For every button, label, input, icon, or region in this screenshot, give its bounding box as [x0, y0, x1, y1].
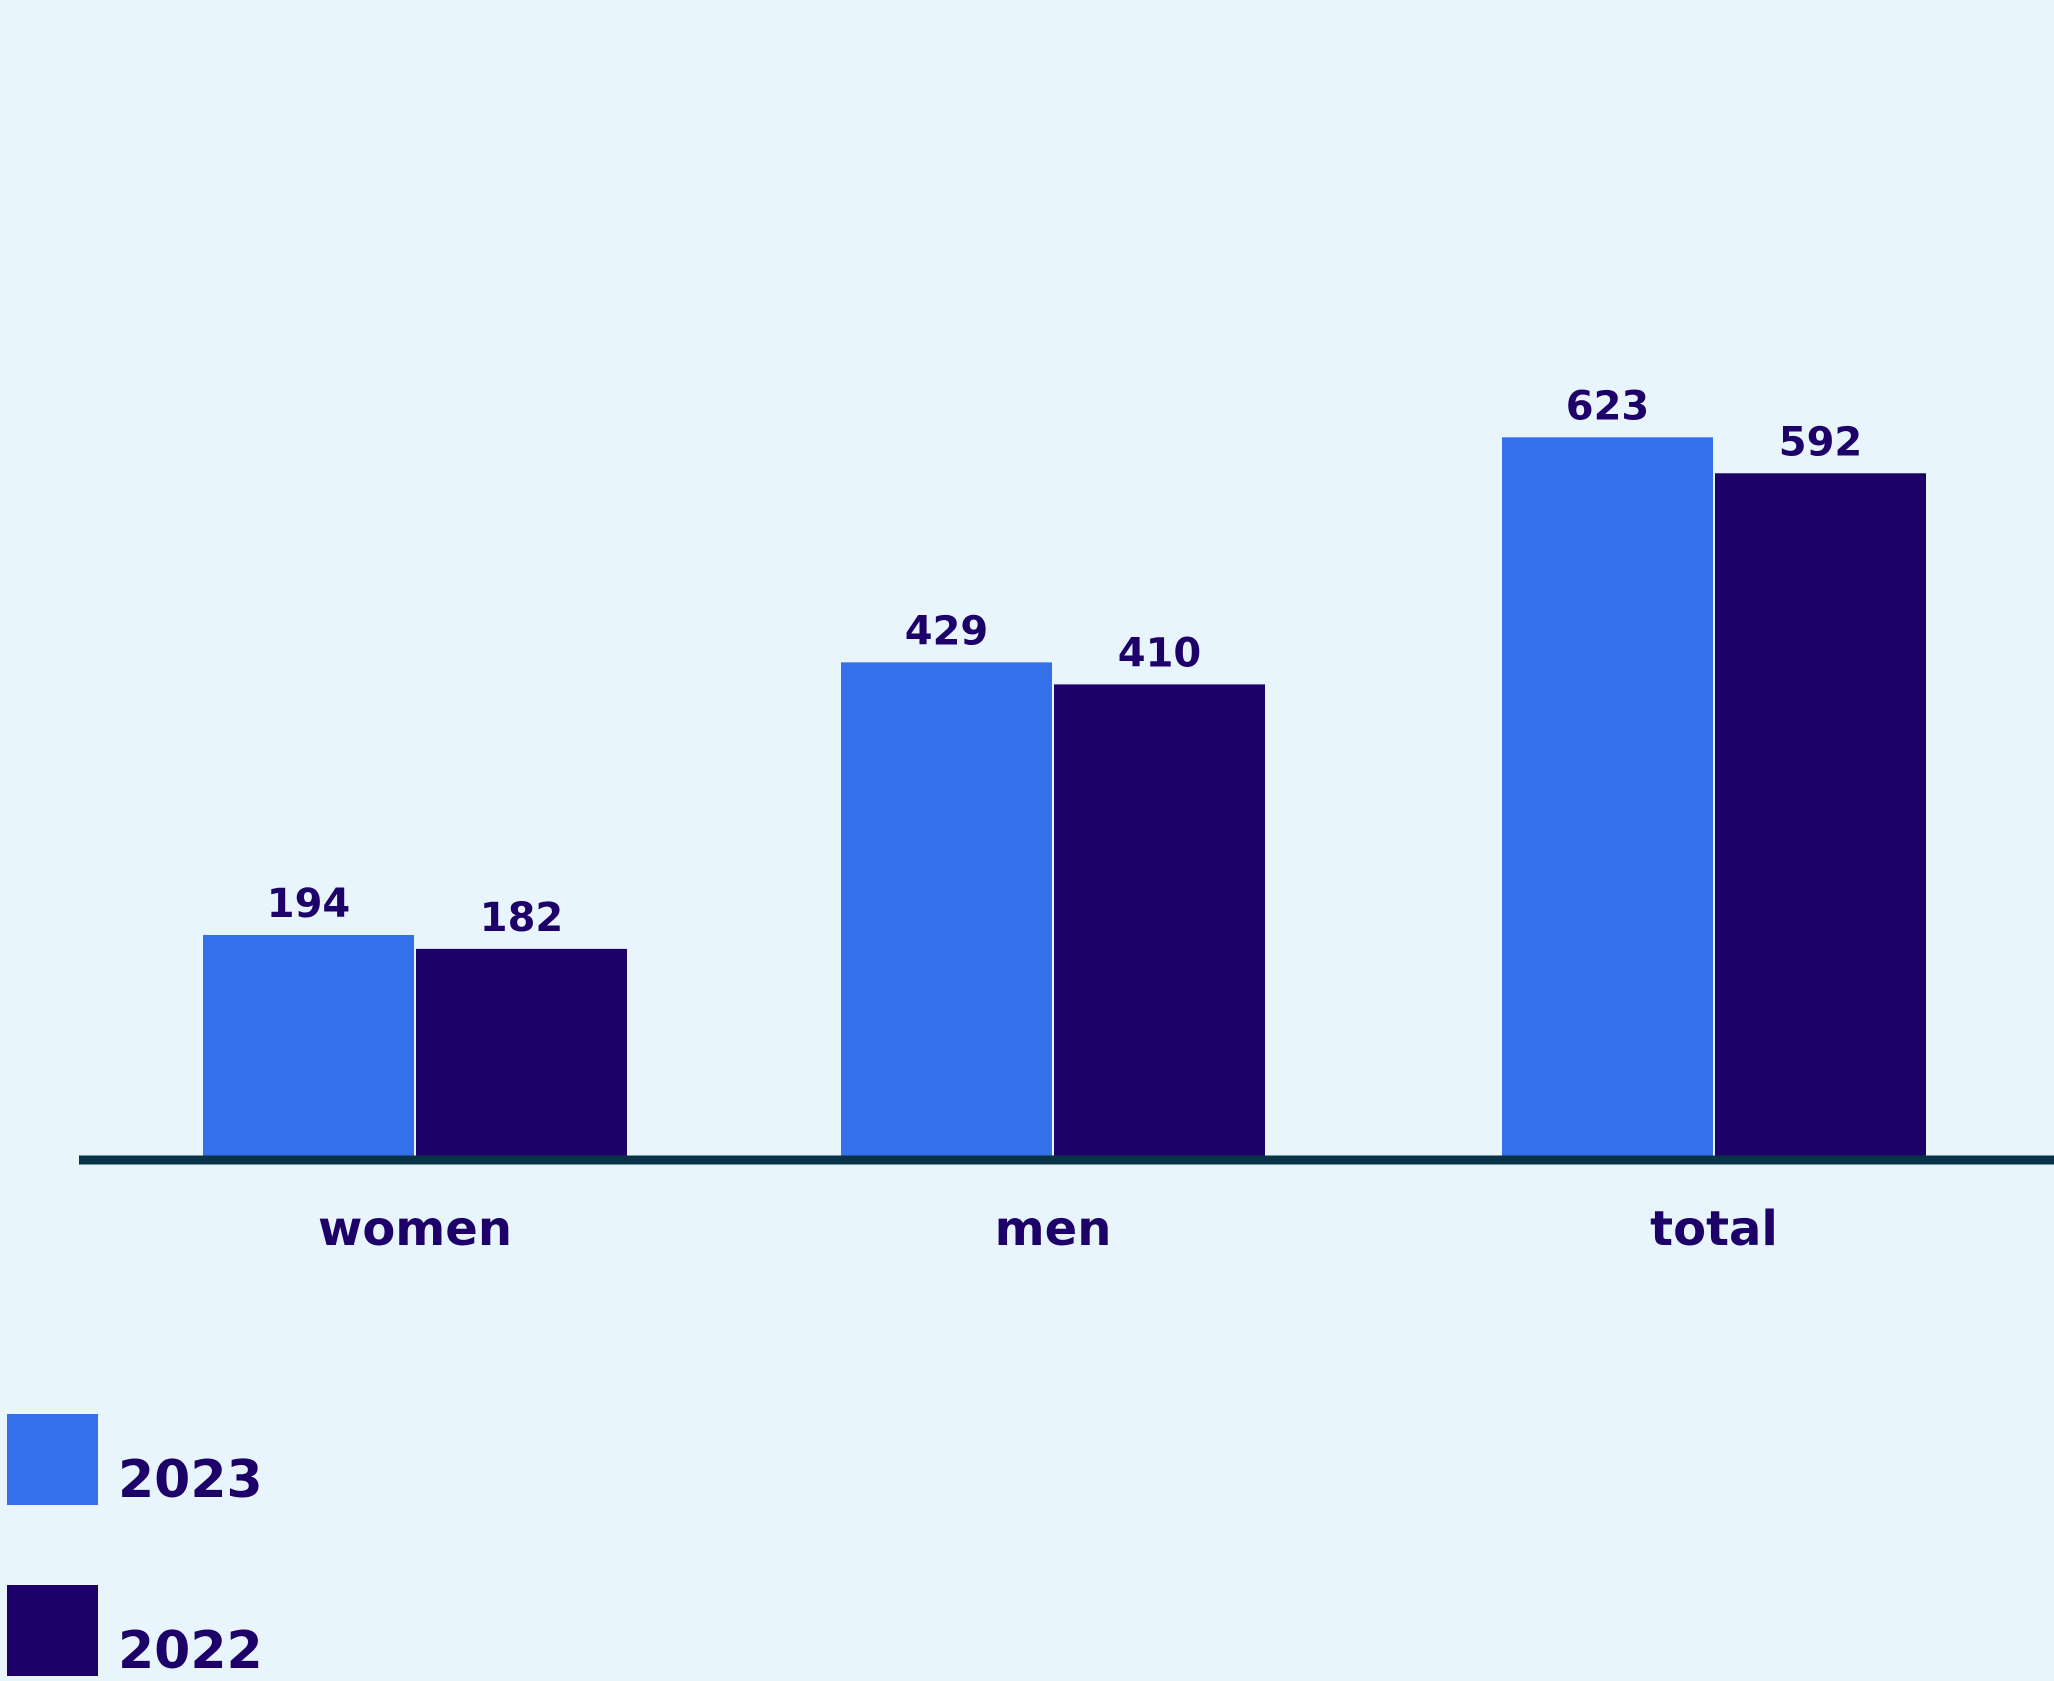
legend-label-2023: 2023 — [118, 1450, 263, 1510]
data-label-women-2022: 182 — [480, 895, 564, 941]
data-label-total-2023: 623 — [1566, 383, 1650, 429]
bar-women-2023 — [203, 934, 414, 1160]
category-label-men: men — [995, 1201, 1112, 1257]
data-label-men-2023: 429 — [905, 608, 989, 654]
bar-men-2023 — [841, 662, 1052, 1160]
category-label-women: women — [318, 1201, 512, 1257]
data-label-total-2022: 592 — [1779, 419, 1863, 465]
bar-total-2023 — [1502, 437, 1713, 1160]
bar-women-2022 — [416, 948, 627, 1160]
bar-total-2022 — [1715, 473, 1926, 1160]
data-label-women-2023: 194 — [267, 881, 351, 927]
legend-swatch-2022 — [7, 1585, 98, 1676]
legend-label-2022: 2022 — [118, 1621, 263, 1681]
category-label-total: total — [1650, 1201, 1778, 1257]
legend-swatch-2023 — [7, 1414, 98, 1505]
data-label-men-2022: 410 — [1118, 630, 1202, 676]
bar-men-2022 — [1054, 684, 1265, 1160]
